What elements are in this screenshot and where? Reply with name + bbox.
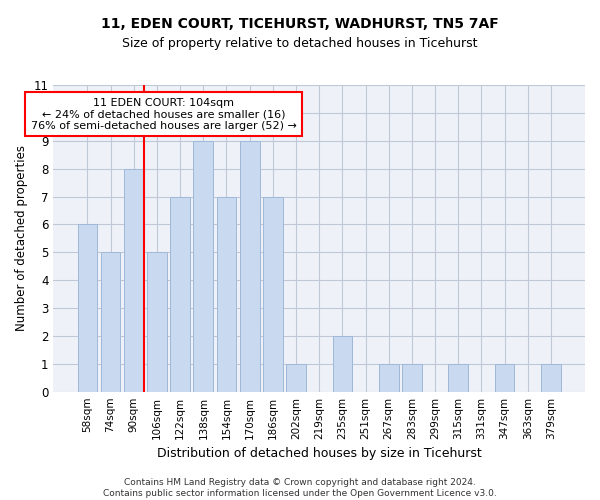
Bar [77, 224, 97, 392]
Bar [379, 364, 398, 392]
Text: 11 EDEN COURT: 104sqm
← 24% of detached houses are smaller (16)
76% of semi-deta: 11 EDEN COURT: 104sqm ← 24% of detached … [31, 98, 297, 130]
Bar [193, 141, 213, 392]
Bar [332, 336, 352, 392]
Text: 11, EDEN COURT, TICEHURST, WADHURST, TN5 7AF: 11, EDEN COURT, TICEHURST, WADHURST, TN5… [101, 18, 499, 32]
X-axis label: Distribution of detached houses by size in Ticehurst: Distribution of detached houses by size … [157, 447, 482, 460]
Bar [147, 252, 167, 392]
Bar [217, 196, 236, 392]
Text: Contains HM Land Registry data © Crown copyright and database right 2024.
Contai: Contains HM Land Registry data © Crown c… [103, 478, 497, 498]
Y-axis label: Number of detached properties: Number of detached properties [15, 146, 28, 332]
Bar [541, 364, 561, 392]
Bar [170, 196, 190, 392]
Bar [495, 364, 514, 392]
Bar [240, 141, 260, 392]
Bar [124, 168, 143, 392]
Bar [263, 196, 283, 392]
Bar [101, 252, 121, 392]
Bar [448, 364, 468, 392]
Bar [286, 364, 306, 392]
Text: Size of property relative to detached houses in Ticehurst: Size of property relative to detached ho… [122, 38, 478, 51]
Bar [402, 364, 422, 392]
